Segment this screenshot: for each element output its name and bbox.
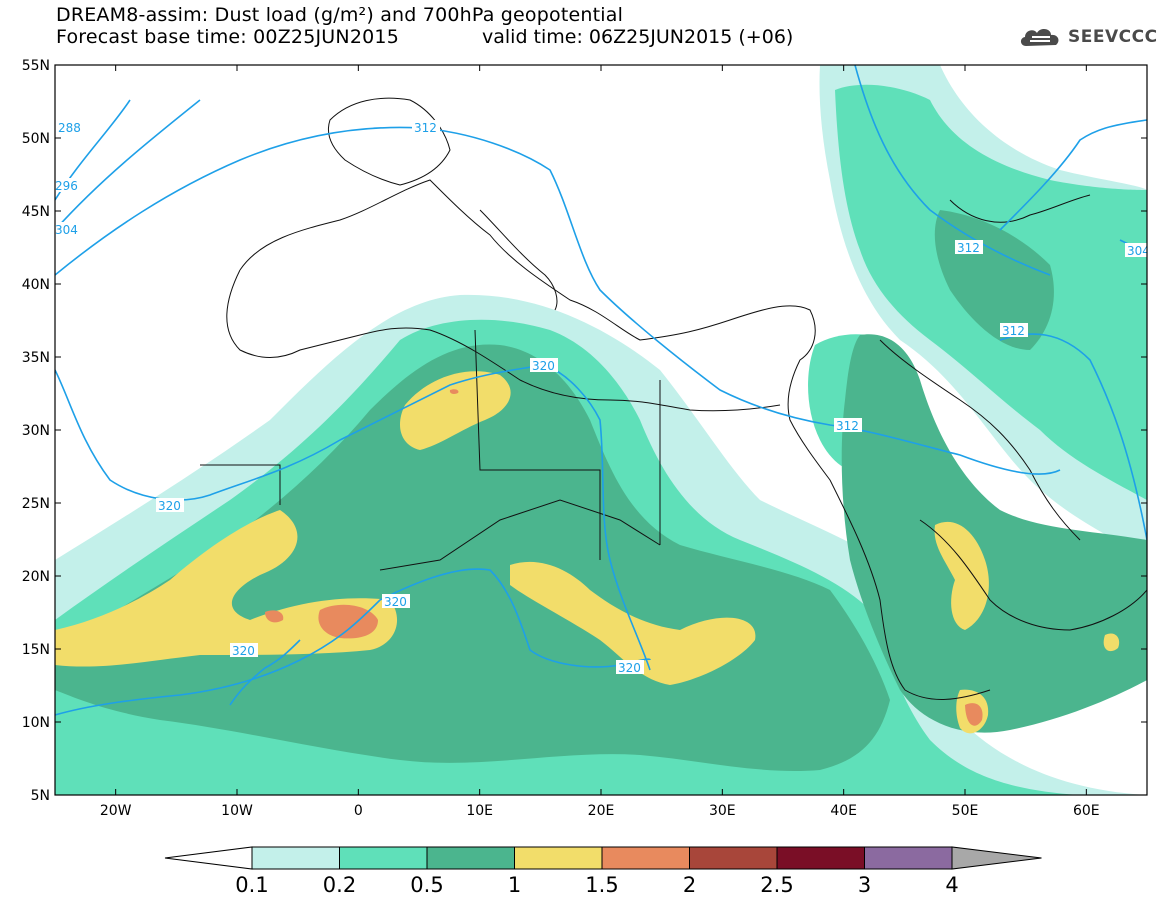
colorbar-label: 1.5 bbox=[585, 873, 618, 897]
colorbar-label: 0.5 bbox=[410, 873, 443, 897]
colorbar-label: 3 bbox=[858, 873, 871, 897]
dust-field: 288 296 304 312 312 312 312 320 320 320 … bbox=[55, 65, 1150, 795]
y-tick-label: 10N bbox=[22, 715, 50, 731]
contour-label-box bbox=[530, 358, 558, 372]
y-tick-label: 30N bbox=[22, 423, 50, 439]
colorbar-swatch bbox=[339, 846, 428, 870]
contour-label-312-iran: 312 bbox=[1002, 324, 1025, 338]
contour-label-box bbox=[955, 240, 983, 254]
x-tick-label: 20W bbox=[100, 803, 132, 819]
x-tick-label: 20E bbox=[588, 803, 615, 819]
colorbar: 0.1 0.2 0.5 1 1.5 2 2.5 3 4 bbox=[164, 846, 1042, 897]
contour-label-288: 288 bbox=[58, 121, 81, 135]
valid-time: valid time: 06Z25JUN2015 (+06) bbox=[482, 26, 794, 48]
contour-label-320-mali: 320 bbox=[232, 644, 255, 658]
contour-label-box bbox=[230, 643, 258, 657]
colorbar-label: 2.5 bbox=[760, 873, 793, 897]
colorbar-label: 1 bbox=[508, 873, 521, 897]
x-tick-label: 60E bbox=[1073, 803, 1100, 819]
x-tick-label: 40E bbox=[830, 803, 857, 819]
geopotential-contours bbox=[55, 65, 1147, 716]
contour-label-box bbox=[156, 498, 184, 512]
contour-labels: 288 296 304 312 312 312 312 320 320 320 … bbox=[55, 120, 1150, 675]
contour-label-312-north: 312 bbox=[414, 121, 437, 135]
colorbar-swatch bbox=[426, 846, 515, 870]
colorbar-label: 2 bbox=[683, 873, 696, 897]
contour-label-312-caspian: 312 bbox=[957, 241, 980, 255]
y-tick-label: 5N bbox=[31, 788, 50, 804]
contour-label-box bbox=[382, 594, 410, 608]
y-tick-label: 20N bbox=[22, 569, 50, 585]
contour-label-304-east: 304 bbox=[1127, 244, 1150, 258]
logo-text: SEEVCCC bbox=[1068, 27, 1158, 47]
colorbar-swatch bbox=[514, 846, 603, 870]
contour-label-312-egypt: 312 bbox=[836, 419, 859, 433]
y-tick-label: 45N bbox=[22, 204, 50, 220]
coastlines bbox=[200, 97, 1147, 700]
contour-label-320-west: 320 bbox=[158, 499, 181, 513]
contour-label-box bbox=[1125, 243, 1147, 257]
contour-label-box bbox=[834, 418, 862, 432]
colorbar-label: 0.1 bbox=[235, 873, 268, 897]
x-tick-label: 50E bbox=[952, 803, 979, 819]
colorbar-under-arrow bbox=[164, 846, 253, 870]
colorbar-label: 0.2 bbox=[323, 873, 356, 897]
x-tick-label: 30E bbox=[709, 803, 736, 819]
colorbar-over-arrow bbox=[951, 846, 1042, 870]
colorbar-label: 4 bbox=[945, 873, 958, 897]
cloud-icon bbox=[1020, 29, 1059, 46]
colorbar-swatch bbox=[601, 846, 690, 870]
contour-label-box bbox=[57, 120, 83, 134]
y-tick-label: 25N bbox=[22, 496, 50, 512]
map-title: DREAM8-assim: Dust load (g/m²) and 700hP… bbox=[56, 4, 624, 26]
y-tick-label: 50N bbox=[22, 131, 50, 147]
contour-label-box bbox=[55, 222, 71, 236]
y-tick-label: 35N bbox=[22, 350, 50, 366]
y-tick-label: 55N bbox=[22, 58, 50, 74]
contour-label-320-niger: 320 bbox=[384, 595, 407, 609]
colorbar-swatch bbox=[689, 846, 778, 870]
contour-label-box bbox=[412, 120, 440, 134]
contour-label-box bbox=[55, 178, 71, 192]
contour-label-box bbox=[616, 660, 644, 674]
contour-label-box bbox=[1000, 323, 1028, 337]
contour-label-304: 304 bbox=[55, 223, 78, 237]
colorbar-swatch bbox=[251, 846, 340, 870]
seevccc-logo: SEEVCCC bbox=[1018, 24, 1158, 50]
x-tick-label: 10W bbox=[221, 803, 253, 819]
y-tick-label: 40N bbox=[22, 277, 50, 293]
contour-label-320-sudan: 320 bbox=[618, 661, 641, 675]
x-tick-label: 0 bbox=[354, 803, 363, 819]
contour-label-296: 296 bbox=[55, 179, 78, 193]
forecast-base-time: Forecast base time: 00Z25JUN2015 bbox=[56, 26, 399, 48]
x-tick-label: 10E bbox=[466, 803, 493, 819]
colorbar-swatch bbox=[864, 846, 953, 870]
dust-level-1-5 bbox=[265, 389, 983, 726]
contour-label-320-libya: 320 bbox=[532, 359, 555, 373]
colorbar-swatch bbox=[776, 846, 865, 870]
y-tick-label: 15N bbox=[22, 642, 50, 658]
axis-ticks: 20W 10W 0 10E 20E 30E 40E 50E 60E 55N 50N 45N 40N 35N… bbox=[22, 58, 1147, 819]
